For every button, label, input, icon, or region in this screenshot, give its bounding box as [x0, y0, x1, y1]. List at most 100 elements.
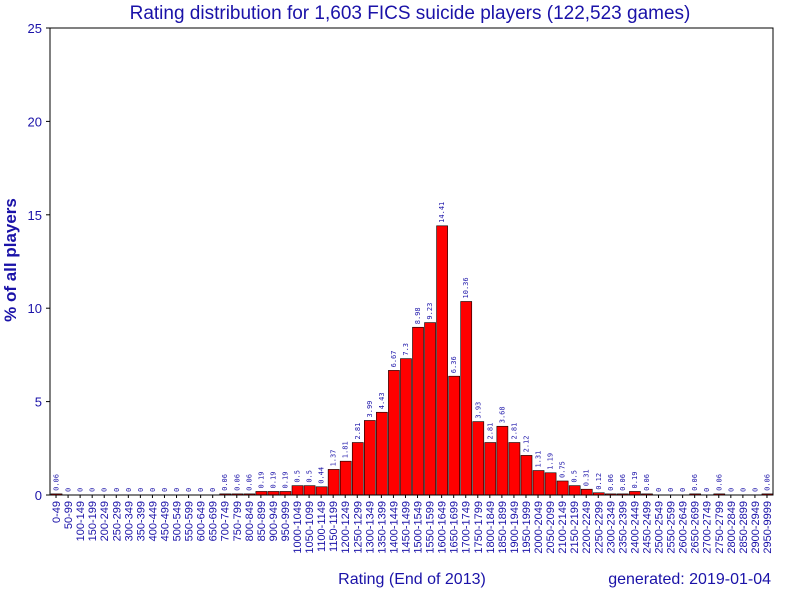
bar-value-label: 0 — [197, 488, 205, 492]
x-tick-label: 1200-1249 — [340, 501, 352, 554]
x-tick-label: 1150-1199 — [328, 501, 340, 552]
bar-value-label: 0.06 — [607, 474, 615, 491]
bar-value-label: 2.12 — [522, 436, 530, 453]
x-tick-label: 1100-1149 — [316, 501, 328, 552]
x-tick-label: 2800-2849 — [726, 501, 738, 554]
bar-value-label: 2.81 — [510, 423, 518, 440]
bar-value-label: 0.06 — [245, 474, 253, 491]
x-tick-label: 500-549 — [172, 501, 184, 541]
bar — [267, 491, 280, 496]
x-tick-label: 1500-1549 — [413, 501, 425, 554]
x-tick-label: 650-699 — [208, 501, 220, 541]
bar — [580, 488, 593, 496]
bar-value-label: 0 — [89, 488, 97, 492]
bar-value-label: 0.06 — [619, 474, 627, 491]
bar-value-label: 0.06 — [221, 474, 229, 491]
x-tick-label: 600-649 — [196, 501, 208, 541]
x-tick-label: 2850-2899 — [738, 501, 750, 554]
bar-value-label: 1.37 — [330, 450, 338, 467]
x-tick-label: 1350-1399 — [376, 501, 388, 554]
x-tick-label: 1050-1099 — [304, 501, 316, 554]
x-tick-label: 2700-2749 — [702, 501, 714, 554]
bar-value-label: 2.81 — [486, 423, 494, 440]
bar — [484, 442, 497, 496]
x-tick-label: 1600-1649 — [437, 501, 449, 554]
x-tick-label: 50-99 — [63, 501, 75, 529]
bar-value-label: 3.99 — [366, 401, 374, 418]
bar — [279, 491, 292, 496]
x-tick-label: 900-949 — [268, 501, 280, 541]
bar-value-label: 0 — [77, 488, 85, 492]
bar — [351, 442, 364, 496]
bar — [376, 411, 388, 496]
bar-value-label: 0.44 — [318, 467, 326, 484]
bar-value-label: 0.19 — [281, 472, 289, 489]
bar — [303, 485, 316, 496]
bar — [412, 326, 424, 496]
bar-value-label: 3.68 — [498, 406, 506, 423]
bar-value-label: 0 — [125, 488, 133, 492]
y-tick-label: 10 — [28, 301, 42, 316]
bar — [544, 472, 557, 496]
bar-value-label: 0 — [65, 488, 73, 492]
x-tick-label: 1550-1599 — [425, 501, 437, 554]
chart-title: Rating distribution for 1,603 FICS suici… — [130, 3, 691, 24]
y-tick-label: 0 — [35, 488, 42, 503]
bar-value-label: 0.06 — [233, 474, 241, 491]
y-tick-label: 15 — [28, 208, 42, 223]
x-tick-label: 1250-1299 — [352, 501, 364, 554]
x-tick-label: 450-499 — [159, 501, 171, 541]
bar — [400, 358, 412, 496]
x-tick-label: 2250-2299 — [593, 501, 605, 554]
bar-value-label: 0.19 — [631, 472, 639, 489]
y-tick-label: 5 — [35, 395, 42, 410]
bar-value-label: 0.5 — [306, 470, 314, 483]
y-ticks-group: 0 5 10 15 20 25 — [28, 21, 50, 503]
x-tick-label: 2400-2449 — [629, 501, 641, 554]
bar — [339, 460, 352, 496]
bar-value-label: 0.06 — [715, 474, 723, 491]
bar-value-label: 0.19 — [269, 472, 277, 489]
bar-value-label: 0.31 — [583, 469, 591, 486]
x-tick-label: 850-899 — [256, 501, 268, 541]
plot-frame — [49, 27, 774, 496]
x-tick-label: 150-199 — [87, 501, 99, 541]
bar-value-label: 0 — [751, 488, 759, 492]
x-tick-label: 1300-1349 — [364, 501, 376, 554]
bar-value-label: 0.06 — [691, 474, 699, 491]
x-tick-label: 1950-1999 — [521, 501, 533, 554]
x-tick-label: 950-999 — [280, 501, 292, 541]
bar-value-label: 7.3 — [402, 343, 410, 356]
bar-value-label: 0 — [149, 488, 157, 492]
x-tick-label: 2150-2199 — [569, 501, 581, 554]
x-axis-label: Rating (End of 2013) — [338, 571, 486, 588]
bar-value-label: 0 — [173, 488, 181, 492]
x-tick-label: 2950-9999 — [762, 501, 774, 554]
bar-value-label: 0 — [113, 488, 121, 492]
x-tick-label: 2300-2349 — [605, 501, 617, 554]
x-tick-label: 400-449 — [147, 501, 159, 541]
bar — [496, 425, 509, 496]
bar — [363, 420, 376, 496]
bar — [532, 470, 545, 496]
x-tick-label: 750-799 — [232, 501, 244, 541]
bar-value-label: 0 — [703, 488, 711, 492]
x-tick-label: 2600-2649 — [678, 501, 690, 554]
x-tick-label: 800-849 — [244, 501, 256, 541]
bar — [388, 370, 400, 496]
x-tick-label: 1650-1699 — [449, 501, 461, 554]
bar-value-label: 1.81 — [342, 441, 350, 458]
bar-value-label: 0.75 — [559, 461, 567, 478]
bar-value-label: 0 — [655, 488, 663, 492]
bar-value-label: 1.19 — [547, 453, 555, 470]
bar — [460, 301, 473, 496]
x-tick-label: 2450-2499 — [641, 501, 653, 554]
x-tick-label: 700-749 — [220, 501, 232, 541]
bar — [436, 225, 448, 496]
x-tick-label: 2550-2599 — [666, 501, 678, 554]
x-tick-label: 0-49 — [51, 501, 63, 523]
x-tick-label: 1800-1849 — [485, 501, 497, 554]
x-tick-label: 2000-2049 — [533, 501, 545, 554]
bar-value-label: 0 — [137, 488, 145, 492]
